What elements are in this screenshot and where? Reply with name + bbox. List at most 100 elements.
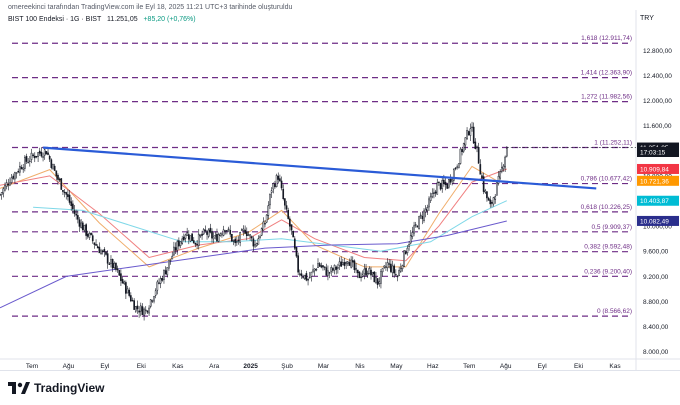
candle-body xyxy=(416,225,419,228)
candle-body xyxy=(406,247,409,253)
candle-body xyxy=(464,137,467,146)
candle-body xyxy=(48,155,51,160)
price-change: +85,20 (+0,76%) xyxy=(143,16,196,23)
candle-body xyxy=(317,263,319,268)
candle-body xyxy=(381,268,384,273)
candle-body xyxy=(295,247,298,257)
candle-body xyxy=(348,262,351,266)
candle-body xyxy=(391,265,394,274)
candle-body xyxy=(505,148,508,157)
candle-body xyxy=(232,240,235,242)
x-tick-label: Eyl xyxy=(538,363,548,370)
candle-body xyxy=(368,268,371,275)
candle-body xyxy=(149,299,152,307)
candle-body xyxy=(0,192,3,196)
candle-body xyxy=(141,306,144,315)
candle-body xyxy=(428,198,430,208)
candle-body xyxy=(174,247,177,251)
candle-body xyxy=(443,179,445,184)
candle-body xyxy=(486,191,488,199)
fib-level-label: 1,618 (12.911,74) xyxy=(581,35,632,42)
candle-body xyxy=(158,282,160,284)
candle-body xyxy=(209,227,212,233)
candle-body xyxy=(476,145,478,148)
candle-body xyxy=(307,279,309,281)
candle-body xyxy=(106,253,109,264)
candle-body xyxy=(115,262,117,270)
candle-body xyxy=(484,190,487,193)
candle-body xyxy=(340,261,343,267)
candle-body xyxy=(47,152,49,155)
fib-level-label: 0,618 (10.226,25) xyxy=(581,204,632,211)
candle-body xyxy=(178,240,180,247)
candle-body xyxy=(277,175,280,180)
candle-body xyxy=(247,234,250,236)
candle-body xyxy=(282,188,285,200)
candle-body xyxy=(461,149,463,152)
candle-body xyxy=(121,279,124,284)
candle-body xyxy=(308,276,311,279)
candle-body xyxy=(333,264,336,271)
candle-body xyxy=(62,190,64,192)
candle-body xyxy=(161,278,164,281)
y-tick-label: 9.200,00 xyxy=(643,274,669,281)
fib-level-label: 0,236 (9.200,40) xyxy=(584,268,632,275)
candle-body xyxy=(424,208,427,213)
candle-body xyxy=(448,179,450,188)
candle-body xyxy=(403,250,405,267)
candle-body xyxy=(303,274,306,280)
candle-body xyxy=(260,228,263,236)
x-tick-label: Ağu xyxy=(500,363,512,370)
candle-body xyxy=(159,278,162,284)
candle-body xyxy=(181,238,184,244)
y-tick-label: 10.000,00 xyxy=(643,224,672,231)
candle-body xyxy=(78,219,81,227)
candle-body xyxy=(111,258,114,269)
moving-average-line xyxy=(0,220,507,309)
candle-body xyxy=(501,166,503,172)
candle-body xyxy=(9,182,11,186)
x-tick-label: Ara xyxy=(209,363,220,370)
candle-body xyxy=(388,263,391,265)
candle-body xyxy=(171,255,174,260)
candle-body xyxy=(259,236,261,238)
candle-body xyxy=(183,236,185,241)
candle-body xyxy=(274,183,276,188)
candle-body xyxy=(494,196,497,200)
candle-body xyxy=(318,263,321,267)
candle-body xyxy=(298,273,301,275)
candle-body xyxy=(393,265,396,274)
candle-body xyxy=(267,205,270,216)
candle-body xyxy=(439,183,442,190)
candle-body xyxy=(91,235,94,242)
candle-body xyxy=(154,290,157,296)
candle-body xyxy=(163,270,165,280)
candle-body xyxy=(164,270,167,275)
currency-label[interactable]: TRY xyxy=(640,15,654,22)
candle-body xyxy=(17,170,20,173)
candle-body xyxy=(289,218,291,227)
candle-body xyxy=(196,243,198,246)
price-badge-label: 10.082,49 xyxy=(640,218,669,225)
symbol-name[interactable]: BIST 100 Endeksi · 1G · BIST xyxy=(8,16,102,23)
candle-body xyxy=(280,180,283,189)
candle-body xyxy=(169,259,172,261)
candle-body xyxy=(0,194,1,196)
candle-body xyxy=(293,238,296,249)
candle-body xyxy=(212,236,215,240)
candle-body xyxy=(143,308,145,316)
brand-logo[interactable]: TradingView xyxy=(8,381,104,395)
candle-body xyxy=(482,176,485,192)
candle-body xyxy=(275,175,278,187)
candle-body xyxy=(186,232,188,236)
candle-body xyxy=(376,278,379,285)
candle-body xyxy=(75,213,78,216)
candle-body xyxy=(83,224,86,231)
candle-body xyxy=(194,242,197,245)
candle-body xyxy=(207,229,210,237)
candle-body xyxy=(365,267,367,276)
candle-body xyxy=(73,210,76,214)
x-tick-label: 2025 xyxy=(243,363,258,370)
candle-body xyxy=(58,178,61,181)
